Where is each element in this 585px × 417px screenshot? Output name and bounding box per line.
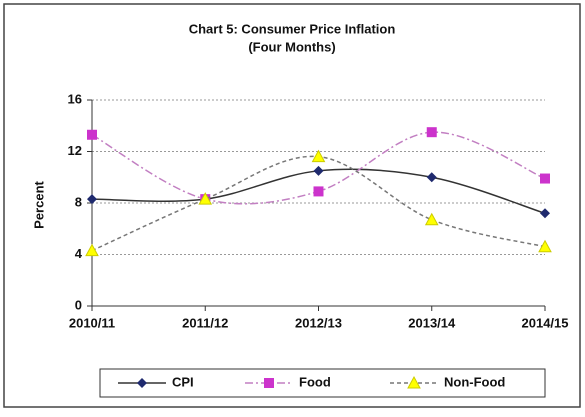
x-tick-label: 2012/13 (295, 315, 342, 330)
marker (540, 173, 550, 184)
marker (198, 192, 213, 205)
marker (87, 129, 97, 140)
chart-frame (3, 3, 581, 408)
marker (540, 208, 550, 219)
legend-label: Non-Food (444, 374, 505, 389)
marker (426, 172, 437, 183)
chart-title: Chart 5: Consumer Price Inflation (189, 21, 396, 36)
x-tick-label: 2013/14 (408, 315, 456, 330)
legend-label: CPI (172, 374, 194, 389)
x-tick-label: 2014/15 (522, 315, 569, 330)
legend-marker (264, 378, 274, 388)
marker (87, 194, 97, 205)
marker (85, 243, 99, 257)
legend-marker (407, 375, 421, 389)
marker (313, 165, 324, 176)
y-tick-label: 8 (75, 194, 82, 209)
marker (311, 149, 326, 163)
marker (426, 127, 437, 138)
chart-subtitle: (Four Months) (248, 39, 335, 54)
marker (424, 212, 439, 226)
legend-label: Food (299, 374, 331, 389)
y-tick-label: 0 (75, 297, 82, 312)
legend-marker (137, 378, 147, 388)
legend-box (99, 368, 546, 398)
y-axis-label: Percent (31, 180, 46, 228)
y-tick-label: 12 (68, 143, 82, 158)
x-tick-label: 2010/11 (69, 315, 115, 330)
marker (313, 186, 324, 197)
y-tick-label: 4 (75, 246, 83, 261)
y-tick-label: 16 (68, 91, 82, 106)
marker (538, 239, 552, 253)
x-tick-label: 2011/12 (182, 315, 228, 330)
